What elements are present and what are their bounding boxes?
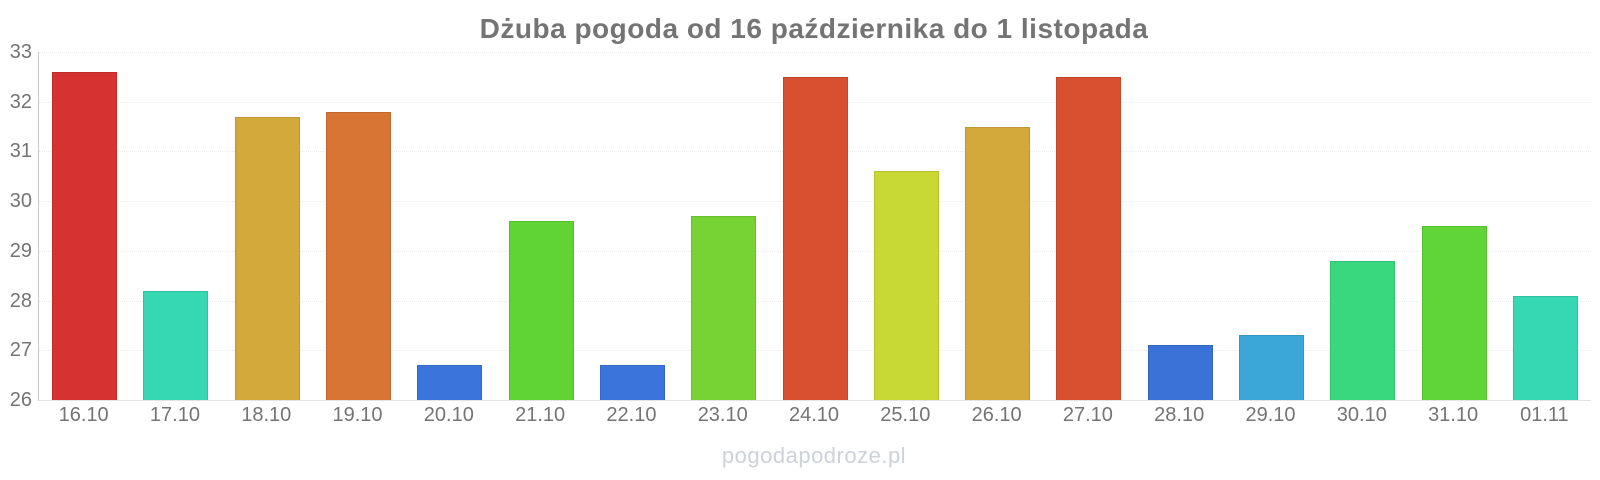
y-axis-tick-label: 31 xyxy=(9,140,32,163)
bar-slot xyxy=(861,52,952,400)
x-axis-tick-label: 17.10 xyxy=(149,404,200,426)
x-axis-tick-label: 25.10 xyxy=(880,404,931,426)
bar-28.10 xyxy=(1147,345,1213,400)
bar-slot xyxy=(952,52,1043,400)
chart-title: Dżuba pogoda od 16 października do 1 lis… xyxy=(479,13,1149,44)
bar-27.10 xyxy=(1056,76,1122,400)
bar-29.10 xyxy=(1239,335,1304,400)
y-axis-labels: 26 27 28 29 30 31 32 33 xyxy=(0,42,32,410)
bar-slot xyxy=(130,52,221,400)
bar-slot xyxy=(495,52,586,400)
bar-slot xyxy=(1408,52,1499,400)
y-axis-tick-label: 33 xyxy=(9,41,32,63)
y-axis-tick-label: 30 xyxy=(9,190,32,213)
x-axis-tick-label: 01.11 xyxy=(1520,404,1569,426)
bar-slot xyxy=(404,52,495,400)
x-axis-tick-label: 29.10 xyxy=(1245,404,1296,426)
gridline xyxy=(39,52,1591,53)
bar-slot xyxy=(1135,52,1226,400)
x-axis-tick-label: 23.10 xyxy=(697,404,748,426)
x-axis-tick-label: 24.10 xyxy=(788,404,840,426)
y-axis-tick-label: 29 xyxy=(9,239,32,262)
x-axis-tick-label: 20.10 xyxy=(423,404,474,426)
bar-slot xyxy=(587,52,678,400)
bar-17.10 xyxy=(143,290,209,400)
bar-31.10 xyxy=(1421,226,1487,400)
x-axis-tick-label: 27.10 xyxy=(1062,404,1113,426)
x-axis-labels: 16.10 17.10 18.10 19.10 20.10 21.10 22.10 23.10… xyxy=(38,404,1590,427)
bar-slot xyxy=(1043,52,1134,400)
watermark-text: pogodapodroze.pl xyxy=(721,443,907,468)
bar-slot xyxy=(769,52,860,400)
bar-21.10 xyxy=(508,221,574,400)
bar-01.11 xyxy=(1512,295,1578,400)
bar-slot xyxy=(313,52,404,400)
y-axis-tick-label: 26 xyxy=(9,389,32,411)
bar-23.10 xyxy=(691,216,757,400)
y-axis-tick-label: 27 xyxy=(9,339,32,362)
bar-series xyxy=(39,52,1591,400)
bar-slot xyxy=(222,52,313,400)
x-axis-tick-label: 18.10 xyxy=(241,404,292,426)
x-axis-tick-label: 16.10 xyxy=(58,404,109,426)
bar-16.10 xyxy=(52,71,118,400)
bar-slot xyxy=(1500,52,1591,400)
bar-slot xyxy=(39,52,130,400)
plot-area xyxy=(38,52,1591,401)
bar-slot xyxy=(1317,52,1408,400)
y-axis-tick-label: 28 xyxy=(9,289,32,312)
bar-24.10 xyxy=(782,76,848,400)
bar-20.10 xyxy=(417,365,483,400)
bar-slot xyxy=(1226,52,1317,400)
bar-26.10 xyxy=(965,126,1031,400)
bar-22.10 xyxy=(599,365,665,400)
bar-30.10 xyxy=(1330,260,1396,400)
bar-19.10 xyxy=(326,111,392,400)
x-axis-tick-label: 21.10 xyxy=(515,404,566,426)
bar-18.10 xyxy=(234,116,300,400)
bar-slot xyxy=(678,52,769,400)
x-axis-tick-label: 26.10 xyxy=(971,404,1022,426)
bar-25.10 xyxy=(873,171,939,400)
x-axis-tick-label: 28.10 xyxy=(1154,404,1205,426)
x-axis-tick-label: 19.10 xyxy=(332,404,383,426)
x-axis-tick-label: 22.10 xyxy=(606,404,657,426)
x-axis-tick-label: 30.10 xyxy=(1336,404,1387,426)
y-axis-tick-label: 32 xyxy=(9,90,32,113)
x-axis-tick-label: 31.10 xyxy=(1428,404,1479,426)
